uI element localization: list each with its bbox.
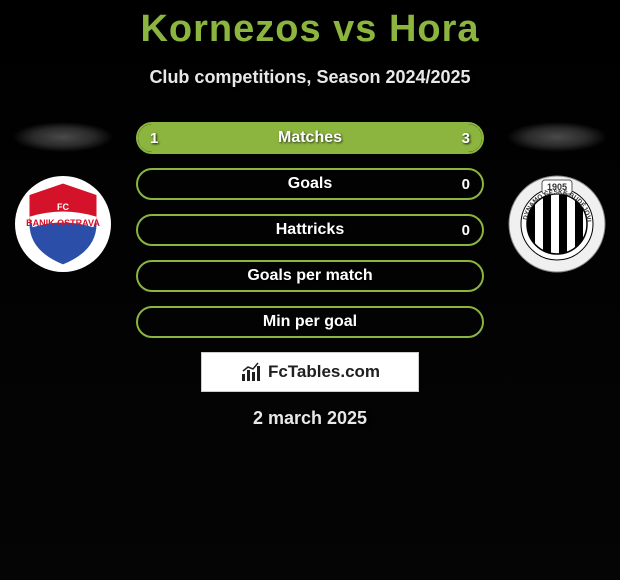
svg-text:FC: FC xyxy=(57,202,69,212)
chart-icon xyxy=(240,361,262,383)
subtitle: Club competitions, Season 2024/2025 xyxy=(0,67,620,88)
content-row: FC BANIK OSTRAVA 1 Matches 3 Goals 0 Hat… xyxy=(0,122,620,338)
stat-bar-goals-per-match: Goals per match xyxy=(136,260,484,292)
player-right-placeholder xyxy=(507,122,607,152)
stat-bar-hattricks: Hattricks 0 xyxy=(136,214,484,246)
banik-ostrava-badge-icon: FC BANIK OSTRAVA xyxy=(13,174,113,274)
svg-text:BANIK OSTRAVA: BANIK OSTRAVA xyxy=(26,218,100,228)
stat-value-right: 0 xyxy=(462,222,470,239)
stat-label: Matches xyxy=(278,129,342,147)
stat-bar-min-per-goal: Min per goal xyxy=(136,306,484,338)
stat-label: Goals xyxy=(288,175,332,193)
stat-bars-container: 1 Matches 3 Goals 0 Hattricks 0 Goals pe… xyxy=(118,122,502,338)
watermark: FcTables.com xyxy=(201,352,419,392)
stat-fill-right xyxy=(224,124,482,152)
stat-value-right: 3 xyxy=(462,130,470,147)
left-column: FC BANIK OSTRAVA xyxy=(8,122,118,274)
club-badge-left: FC BANIK OSTRAVA xyxy=(13,174,113,274)
watermark-text: FcTables.com xyxy=(268,362,380,382)
stat-value-left: 1 xyxy=(150,130,158,147)
stat-label: Hattricks xyxy=(276,221,344,239)
stat-value-right: 0 xyxy=(462,176,470,193)
dynamo-cb-badge-icon: 1905 SK DYNAMO ČESKÉ BUDĚJOVICE xyxy=(507,174,607,274)
club-badge-right: 1905 SK DYNAMO ČESKÉ BUDĚJOVICE xyxy=(507,174,607,274)
page-title: Kornezos vs Hora xyxy=(0,0,620,51)
stat-bar-matches: 1 Matches 3 xyxy=(136,122,484,154)
stat-bar-goals: Goals 0 xyxy=(136,168,484,200)
stat-label: Goals per match xyxy=(247,267,372,285)
stat-label: Min per goal xyxy=(263,313,357,331)
player-left-placeholder xyxy=(13,122,113,152)
right-column: 1905 SK DYNAMO ČESKÉ BUDĚJOVICE xyxy=(502,122,612,274)
date-text: 2 march 2025 xyxy=(0,408,620,429)
